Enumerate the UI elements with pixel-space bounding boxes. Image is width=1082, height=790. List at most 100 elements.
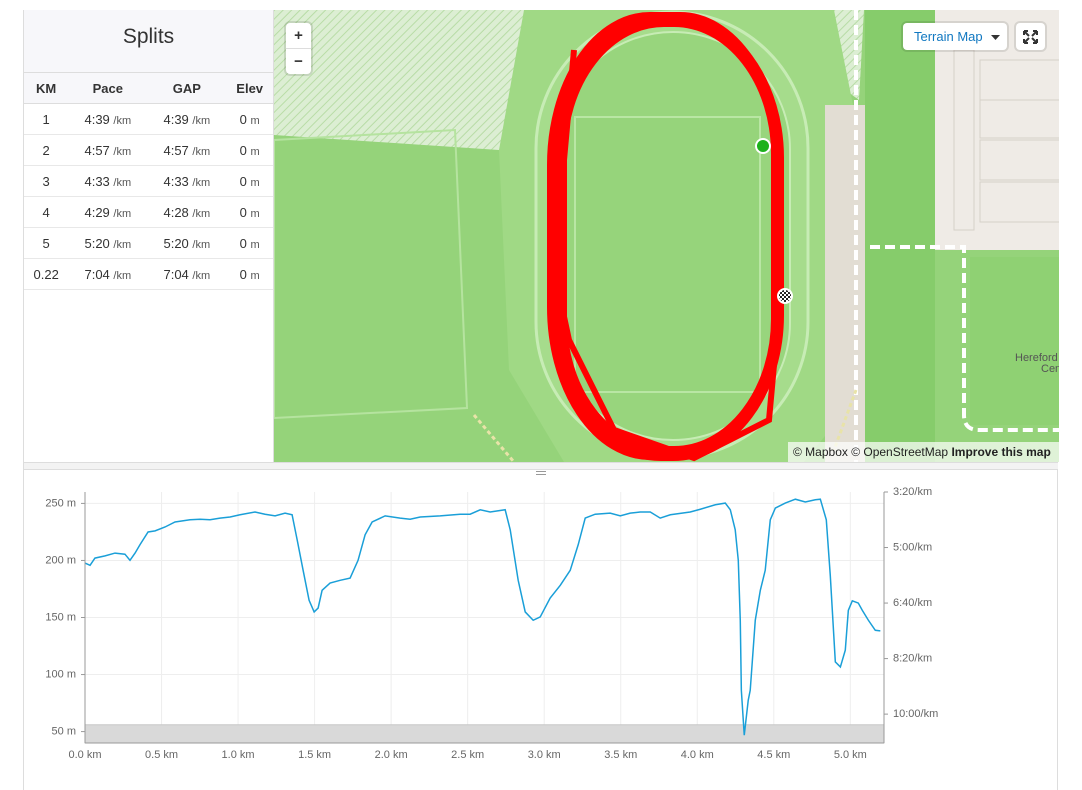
map-label: Cen	[1041, 363, 1059, 375]
column-header: Elev	[226, 72, 273, 104]
split-elev: 0 m	[226, 196, 273, 228]
pace-line	[84, 498, 881, 736]
split-elev: 0 m	[226, 165, 273, 197]
gap-value: 4:57	[163, 142, 189, 158]
fullscreen-icon	[1023, 30, 1038, 44]
split-km: 3	[24, 165, 69, 197]
elev-value: 0	[239, 173, 247, 189]
split-pace: 4:57 /km	[68, 134, 148, 166]
split-km: 0.22	[24, 258, 69, 290]
split-km: 1	[24, 103, 69, 135]
x-tick-label: 0.0 km	[68, 749, 101, 761]
pace-value: 4:39	[84, 111, 110, 127]
splits-panel: Splits KM Pace GAP Elev 1 4:39 /km 4:39 /km 0 m…	[23, 10, 274, 462]
pitch	[574, 116, 761, 393]
gap-unit: /km	[192, 238, 211, 251]
attribution: © Mapbox © OpenStreetMap Improve this ma…	[788, 442, 1059, 462]
elev-unit: m	[250, 207, 260, 220]
split-km: 2	[24, 134, 69, 166]
resize-handle[interactable]	[24, 462, 1058, 475]
hatched-area	[274, 10, 864, 150]
gap-value: 4:28	[163, 204, 189, 220]
elev-value: 0	[239, 266, 247, 282]
pace-value: 5:20	[84, 235, 110, 251]
pace-value: 7:04	[84, 266, 110, 282]
split-gap: 4:28 /km	[147, 196, 227, 228]
x-tick-label: 4.0 km	[681, 749, 714, 761]
split-pace: 4:29 /km	[68, 196, 148, 228]
y2-tick-label: 5:00/km	[893, 541, 932, 553]
pace-unit: /km	[113, 269, 132, 282]
map[interactable]: Hereford Cen + − Terrain Map © Mapbox © …	[274, 10, 1059, 462]
pace-unit: /km	[113, 145, 132, 158]
field-outline	[274, 128, 469, 420]
column-header: KM	[24, 72, 69, 104]
pace-value: 4:33	[84, 173, 110, 189]
elev-value: 0	[239, 235, 247, 251]
zoom-in[interactable]: +	[286, 23, 311, 49]
split-pace: 5:20 /km	[68, 227, 148, 259]
x-tick-label: 4.5 km	[757, 749, 790, 761]
x-tick-label: 5.0 km	[834, 749, 867, 761]
split-elev: 0 m	[226, 134, 273, 166]
map-type-label: Terrain Map	[914, 29, 983, 44]
map-label: Hereford	[1015, 352, 1058, 364]
elevation-area	[84, 724, 885, 744]
map-type-button[interactable]: Terrain Map	[903, 23, 1007, 50]
x-tick-label: 3.5 km	[604, 749, 637, 761]
gap-unit: /km	[192, 269, 211, 282]
attribution-text[interactable]: © Mapbox © OpenStreetMap	[793, 445, 949, 459]
split-gap: 7:04 /km	[147, 258, 227, 290]
y2-tick-label: 3:20/km	[893, 486, 932, 498]
gap-value: 4:33	[163, 173, 189, 189]
x-tick-label: 2.5 km	[451, 749, 484, 761]
split-km: 4	[24, 196, 69, 228]
pace-unit: /km	[113, 207, 132, 220]
elev-unit: m	[250, 238, 260, 251]
split-row: 4 4:29 /km 4:28 /km 0 m	[24, 196, 273, 228]
split-elev: 0 m	[226, 258, 273, 290]
fullscreen-button[interactable]	[1016, 23, 1045, 50]
gap-unit: /km	[192, 207, 211, 220]
y-tick-label: 250 m	[45, 497, 76, 509]
improve-link[interactable]: Improve this map	[951, 445, 1051, 459]
splits-title: Splits	[24, 10, 273, 72]
gap-value: 4:39	[163, 111, 189, 127]
split-gap: 4:39 /km	[147, 103, 227, 135]
elev-unit: m	[250, 114, 260, 127]
split-row: 2 4:57 /km 4:57 /km 0 m	[24, 134, 273, 166]
building-outlines	[953, 49, 1059, 231]
map-canvas: Hereford Cen	[274, 10, 1059, 462]
split-gap: 5:20 /km	[147, 227, 227, 259]
y-tick-label: 100 m	[45, 668, 76, 680]
splits-table: KM Pace GAP Elev 1 4:39 /km 4:39 /km 0 m 2 4:57 /…	[24, 72, 273, 290]
split-gap: 4:33 /km	[147, 165, 227, 197]
split-pace: 4:33 /km	[68, 165, 148, 197]
column-header: Pace	[68, 72, 148, 104]
x-tick-label: 1.5 km	[298, 749, 331, 761]
y-tick-label: 50 m	[52, 725, 76, 737]
elev-unit: m	[250, 269, 260, 282]
x-tick-label: 1.0 km	[222, 749, 255, 761]
x-tick-label: 3.0 km	[528, 749, 561, 761]
split-row: 5 5:20 /km 5:20 /km 0 m	[24, 227, 273, 259]
green-block	[970, 257, 1059, 425]
pace-value: 4:29	[84, 204, 110, 220]
caret	[990, 35, 1000, 40]
elev-unit: m	[250, 176, 260, 189]
elev-value: 0	[239, 111, 247, 127]
y2-tick-label: 6:40/km	[893, 597, 932, 609]
split-row: 1 4:39 /km 4:39 /km 0 m	[24, 103, 273, 135]
gap-unit: /km	[192, 176, 211, 189]
finish-marker	[777, 288, 793, 304]
split-elev: 0 m	[226, 227, 273, 259]
y-tick-label: 200 m	[45, 554, 76, 566]
path-strip	[825, 105, 865, 462]
y2-tick-label: 10:00/km	[893, 708, 938, 720]
gap-value: 7:04	[163, 266, 189, 282]
handle-icon	[536, 471, 546, 475]
roads	[854, 10, 1059, 462]
zoom-out[interactable]: −	[294, 53, 303, 70]
split-elev: 0 m	[226, 103, 273, 135]
